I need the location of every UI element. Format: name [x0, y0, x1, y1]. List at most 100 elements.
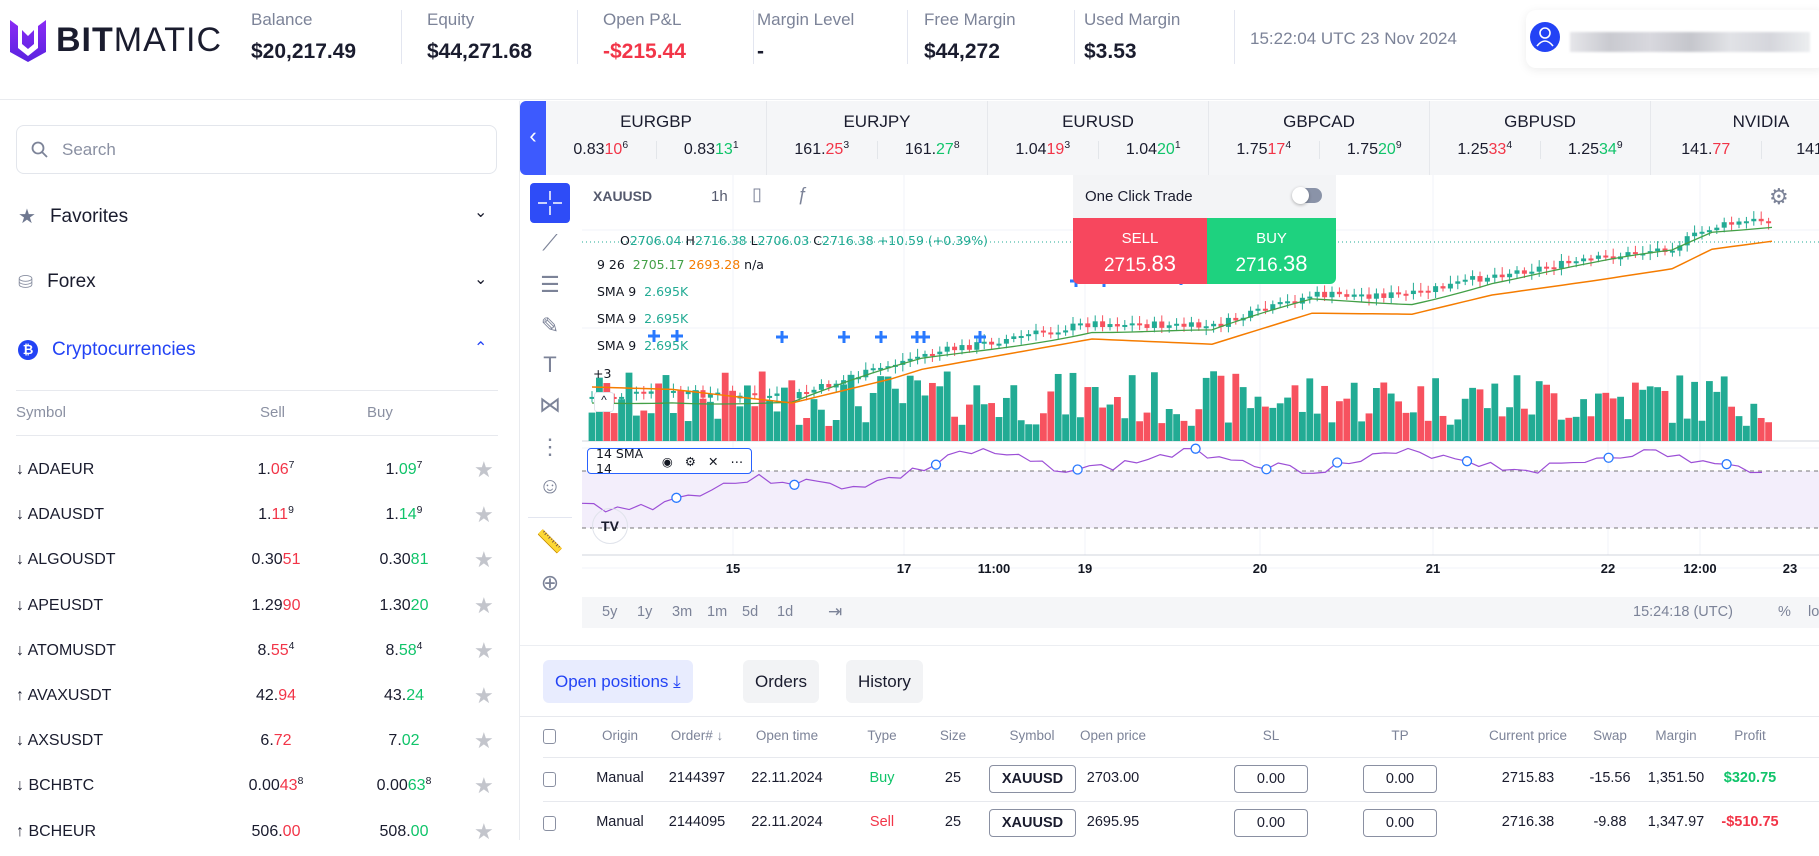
ma-legend[interactable]: 9 26 2705.17 2693.28 n/a: [597, 257, 764, 272]
sell-price[interactable]: 1.067: [216, 461, 336, 479]
sell-price[interactable]: 1.2990: [216, 597, 336, 615]
ticker-buy[interactable]: 1.04201: [1098, 141, 1209, 159]
sell-price[interactable]: 0.00438: [216, 777, 336, 795]
more-indicators-label[interactable]: +3: [593, 366, 611, 381]
buy-price[interactable]: 1.3020: [344, 597, 464, 615]
pattern-icon[interactable]: ⋈: [530, 385, 570, 425]
sma-legend[interactable]: SMA 9 2.695K: [597, 284, 688, 299]
download-icon[interactable]: ⤓: [673, 672, 681, 691]
symbol-row[interactable]: ↓ BCHBTC 0.00438 0.00638 ★: [16, 765, 496, 810]
prediction-icon[interactable]: ⋮: [530, 427, 570, 467]
cell-sl[interactable]: 0.00: [1234, 765, 1308, 793]
chevron-down-icon[interactable]: ⌄: [474, 202, 487, 222]
row-checkbox[interactable]: [543, 772, 556, 787]
cell-tp[interactable]: 0.00: [1363, 765, 1437, 793]
cell-tp[interactable]: 0.00: [1363, 809, 1437, 837]
sell-price[interactable]: 6.72: [216, 732, 336, 750]
timeframe-button[interactable]: 1d: [777, 604, 793, 620]
ticker-sell[interactable]: 1.25334: [1430, 141, 1540, 159]
favorite-star-icon[interactable]: ★: [474, 502, 494, 528]
row-checkbox[interactable]: [543, 816, 556, 831]
cell-sl[interactable]: 0.00: [1234, 809, 1308, 837]
close-icon[interactable]: ✕: [708, 454, 718, 469]
user-avatar-icon[interactable]: [1530, 22, 1560, 52]
select-all-checkbox[interactable]: [543, 729, 556, 744]
timeframe-button[interactable]: 1m: [707, 604, 727, 620]
ruler-icon[interactable]: 📏: [530, 522, 570, 562]
favorite-star-icon[interactable]: ★: [474, 547, 494, 573]
crosshair-tool[interactable]: [530, 183, 570, 223]
ticker-sell[interactable]: 0.83106: [546, 141, 656, 159]
chevron-up-icon[interactable]: ⌃: [474, 338, 487, 358]
symbol-row[interactable]: ↓ AXSUSDT 6.72 7.02 ★: [16, 720, 496, 765]
settings-icon[interactable]: ⚙: [685, 454, 696, 469]
emoji-icon[interactable]: ☺: [530, 466, 570, 506]
sell-price[interactable]: 8.554: [216, 642, 336, 660]
more-icon[interactable]: ⋯: [731, 454, 744, 469]
category-forex[interactable]: ⛁Forex: [18, 271, 96, 293]
timeframe-button[interactable]: 1y: [637, 604, 652, 620]
cell-symbol[interactable]: XAUUSD: [989, 765, 1076, 793]
buy-price[interactable]: 1.097: [344, 461, 464, 479]
date-range-icon[interactable]: ⇥: [828, 602, 842, 622]
symbol-row[interactable]: ↓ ALGOUSDT 0.3051 0.3081 ★: [16, 539, 496, 584]
text-tool-icon[interactable]: T: [530, 345, 570, 385]
category-cryptocurrencies[interactable]: ₿Cryptocurrencies: [18, 339, 196, 361]
column-header[interactable]: Order# ↓: [671, 728, 724, 743]
favorite-star-icon[interactable]: ★: [474, 728, 494, 754]
buy-price[interactable]: 1.149: [344, 506, 464, 524]
cell-symbol[interactable]: XAUUSD: [989, 809, 1076, 837]
ticker-sell[interactable]: 1.75174: [1209, 141, 1319, 159]
ticker-sell[interactable]: 1.04193: [988, 141, 1098, 159]
sell-price[interactable]: 1.119: [216, 506, 336, 524]
timeframe-button[interactable]: 5d: [742, 604, 758, 620]
trendline-icon[interactable]: ⟋: [530, 223, 570, 263]
fib-lines-icon[interactable]: ☰: [530, 265, 570, 305]
favorite-star-icon[interactable]: ★: [474, 593, 494, 619]
ticker-sell[interactable]: 161.253: [767, 141, 877, 159]
search-input[interactable]: Search: [16, 125, 497, 174]
buy-price[interactable]: 508.00: [344, 823, 464, 841]
sma-legend[interactable]: SMA 9 2.695K: [597, 311, 688, 326]
favorite-star-icon[interactable]: ★: [474, 638, 494, 664]
timeframe-button[interactable]: 5y: [602, 604, 617, 620]
ticker-buy[interactable]: 1.25349: [1540, 141, 1651, 159]
collapse-legend-button[interactable]: ^: [594, 392, 614, 412]
ticker-buy[interactable]: 161.278: [877, 141, 988, 159]
oscillator-legend[interactable]: 14 SMA 14◉⚙✕⋯: [587, 448, 752, 474]
symbol-row[interactable]: ↓ ADAEUR 1.067 1.097 ★: [16, 449, 496, 494]
symbol-row[interactable]: ↑ BCHEUR 506.00 508.00 ★: [16, 811, 496, 856]
category-favorites[interactable]: ★Favorites: [18, 204, 128, 229]
favorite-star-icon[interactable]: ★: [474, 457, 494, 483]
percent-toggle[interactable]: %: [1778, 604, 1791, 620]
collapse-sidebar-button[interactable]: ‹: [520, 101, 546, 175]
chevron-down-icon[interactable]: ⌄: [474, 269, 487, 289]
eye-icon[interactable]: ◉: [662, 454, 673, 469]
sma-legend[interactable]: SMA 9 2.695K: [597, 338, 688, 353]
symbol-row[interactable]: ↓ ADAUSDT 1.119 1.149 ★: [16, 494, 496, 539]
ticker-buy[interactable]: 0.83131: [656, 141, 767, 159]
favorite-star-icon[interactable]: ★: [474, 819, 494, 845]
symbol-row[interactable]: ↓ APEUSDT 1.2990 1.3020 ★: [16, 585, 496, 630]
tab-orders[interactable]: Orders: [743, 660, 819, 703]
favorite-star-icon[interactable]: ★: [474, 683, 494, 709]
tradingview-logo[interactable]: TV: [592, 508, 628, 544]
brush-icon[interactable]: ✎: [530, 306, 570, 346]
symbol-row[interactable]: ↓ ATOMUSDT 8.554 8.584 ★: [16, 630, 496, 675]
buy-price[interactable]: 0.3081: [344, 551, 464, 569]
ticker-buy[interactable]: 141.9: [1761, 141, 1819, 159]
tab-history[interactable]: History: [846, 660, 923, 703]
ticker-buy[interactable]: 1.75209: [1319, 141, 1430, 159]
buy-price[interactable]: 8.584: [344, 642, 464, 660]
sell-price[interactable]: 0.3051: [216, 551, 336, 569]
sell-price[interactable]: 506.00: [216, 823, 336, 841]
tab-open-positions[interactable]: Open positions ⤓: [543, 660, 693, 703]
